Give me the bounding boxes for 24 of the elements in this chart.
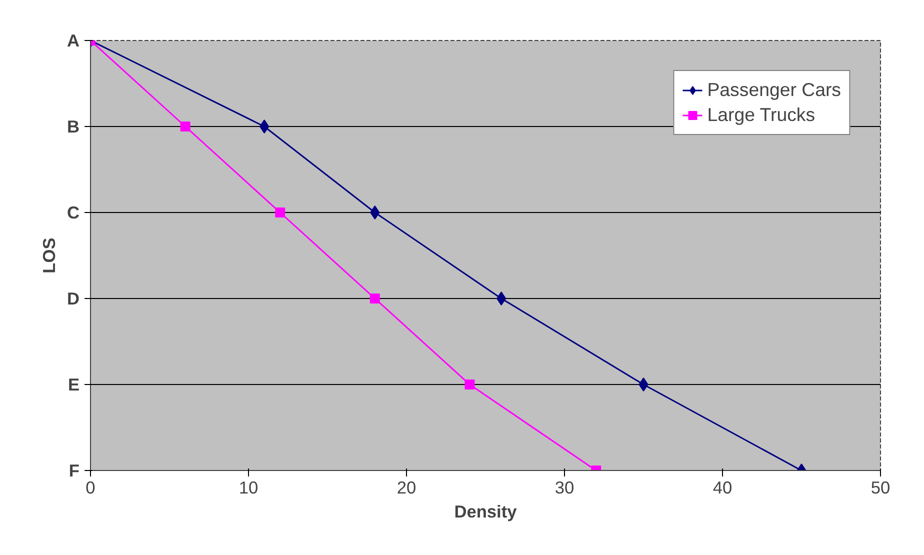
y-tick-label: A [66, 30, 80, 50]
point [275, 208, 286, 218]
point [496, 292, 506, 306]
x-tick-label: 30 [554, 478, 574, 498]
x-tick-label: 40 [712, 478, 732, 498]
y-tick-label: C [66, 202, 80, 222]
point [638, 378, 648, 392]
x-tick-label: 0 [86, 478, 96, 498]
x-tick-label: 50 [870, 478, 890, 498]
point [464, 380, 475, 390]
point [259, 120, 270, 134]
y-axis-title: LOS [38, 238, 59, 274]
legend-label: Passenger Cars [707, 79, 841, 101]
x-tick-label: 20 [396, 478, 416, 498]
point [370, 294, 380, 304]
x-tick-label: 10 [238, 478, 258, 498]
x-axis-title: Density [454, 502, 518, 522]
point [370, 206, 380, 220]
y-tick-label: E [68, 374, 80, 394]
y-tick-label: B [66, 116, 80, 136]
y-tick-label: D [66, 288, 80, 308]
legend-label: Large Trucks [707, 104, 816, 126]
y-tick-label: F [68, 460, 80, 480]
point [180, 122, 190, 132]
